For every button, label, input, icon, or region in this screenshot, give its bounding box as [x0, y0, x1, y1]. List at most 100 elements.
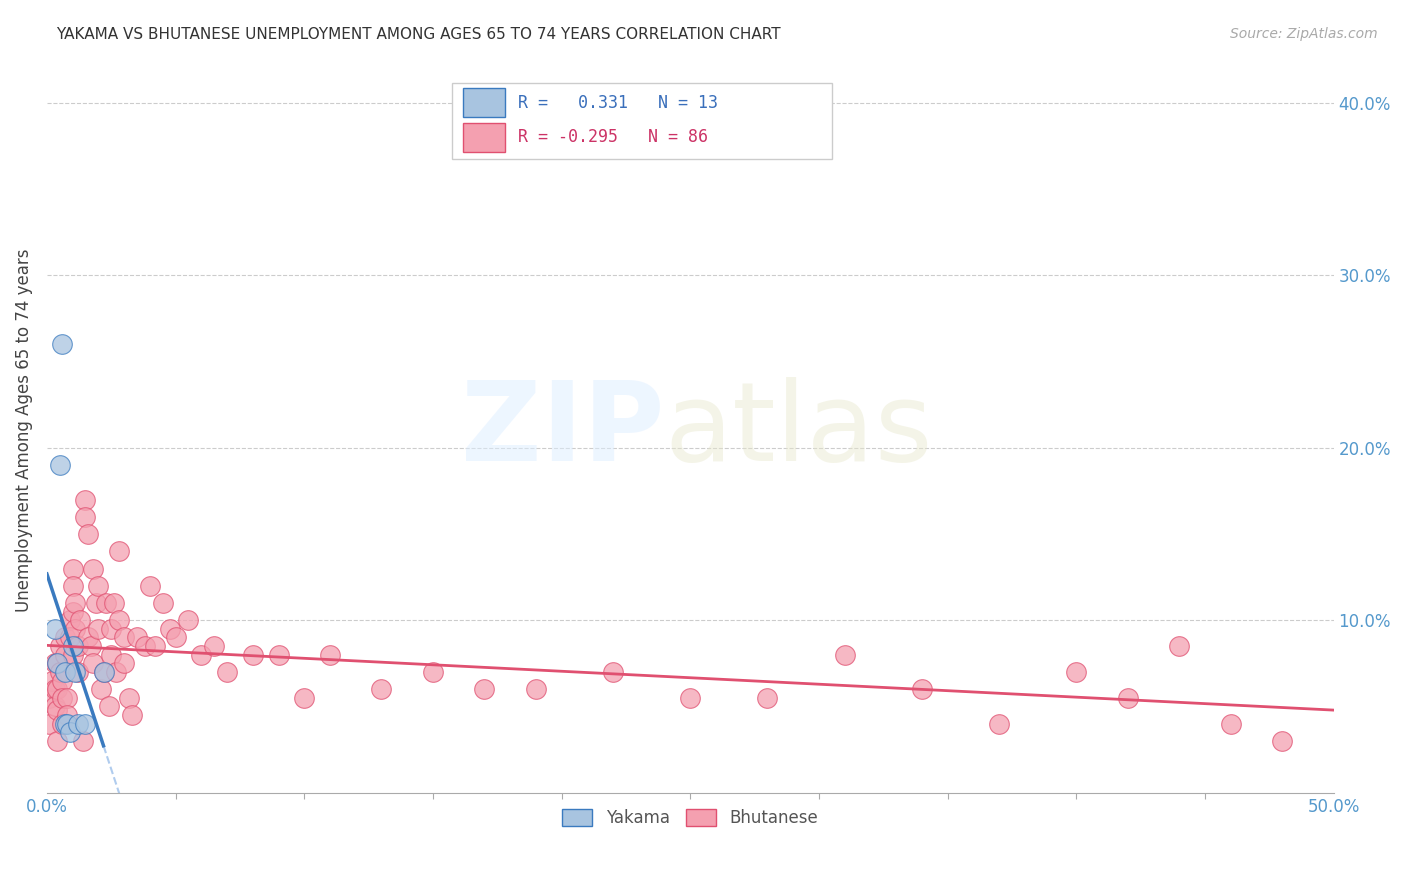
Point	[1116, 690, 1139, 705]
Point	[1271, 734, 1294, 748]
Point	[97, 699, 120, 714]
Point	[46, 682, 69, 697]
Point	[51, 673, 73, 688]
Point	[474, 682, 496, 697]
Point	[1219, 716, 1241, 731]
Point	[756, 690, 779, 705]
Text: Source: ZipAtlas.com: Source: ZipAtlas.com	[1230, 27, 1378, 41]
Point	[370, 682, 392, 697]
Point	[422, 665, 444, 679]
Point	[51, 337, 73, 351]
Point	[100, 648, 122, 662]
Point	[77, 631, 100, 645]
Point	[46, 734, 69, 748]
Point	[679, 690, 702, 705]
Point	[62, 579, 84, 593]
Point	[51, 690, 73, 705]
Point	[84, 596, 107, 610]
FancyBboxPatch shape	[463, 88, 505, 117]
Point	[125, 631, 148, 645]
Text: ZIP: ZIP	[461, 377, 665, 484]
Point	[79, 639, 101, 653]
Point	[165, 631, 187, 645]
Text: atlas: atlas	[665, 377, 934, 484]
FancyBboxPatch shape	[453, 83, 832, 159]
Point	[112, 657, 135, 671]
Point	[87, 579, 110, 593]
Point	[602, 665, 624, 679]
Point	[41, 673, 63, 688]
Point	[108, 544, 131, 558]
Point	[53, 648, 76, 662]
Point	[177, 613, 200, 627]
Point	[911, 682, 934, 697]
Point	[1168, 639, 1191, 653]
Point	[100, 622, 122, 636]
Point	[834, 648, 856, 662]
Point	[267, 648, 290, 662]
Point	[139, 579, 162, 593]
Point	[62, 561, 84, 575]
Point	[63, 622, 86, 636]
Point	[159, 622, 181, 636]
Point	[49, 665, 72, 679]
Point	[38, 690, 60, 705]
Point	[202, 639, 225, 653]
Point	[524, 682, 547, 697]
Text: R =   0.331   N = 13: R = 0.331 N = 13	[517, 94, 718, 112]
Point	[112, 631, 135, 645]
Point	[1064, 665, 1087, 679]
Point	[53, 716, 76, 731]
Point	[75, 492, 97, 507]
Point	[44, 657, 66, 671]
Point	[63, 665, 86, 679]
Point	[46, 657, 69, 671]
Point	[53, 631, 76, 645]
Point	[242, 648, 264, 662]
FancyBboxPatch shape	[463, 123, 505, 152]
Point	[93, 665, 115, 679]
Point	[63, 596, 86, 610]
Point	[66, 716, 89, 731]
Point	[51, 716, 73, 731]
Point	[87, 622, 110, 636]
Point	[49, 639, 72, 653]
Text: R = -0.295   N = 86: R = -0.295 N = 86	[517, 128, 707, 146]
Point	[93, 665, 115, 679]
Point	[49, 458, 72, 472]
Point	[90, 682, 112, 697]
Point	[134, 639, 156, 653]
Point	[46, 657, 69, 671]
Point	[103, 596, 125, 610]
Point	[215, 665, 238, 679]
Point	[152, 596, 174, 610]
Point	[292, 690, 315, 705]
Point	[82, 657, 104, 671]
Point	[105, 665, 128, 679]
Point	[44, 622, 66, 636]
Point	[75, 509, 97, 524]
Point	[62, 639, 84, 653]
Point	[82, 561, 104, 575]
Y-axis label: Unemployment Among Ages 65 to 74 years: Unemployment Among Ages 65 to 74 years	[15, 249, 32, 612]
Point	[56, 716, 79, 731]
Legend: Yakama, Bhutanese: Yakama, Bhutanese	[554, 800, 827, 835]
Point	[69, 613, 91, 627]
Point	[59, 631, 82, 645]
Point	[44, 682, 66, 697]
Point	[56, 690, 79, 705]
Point	[66, 665, 89, 679]
Point	[62, 605, 84, 619]
Point	[59, 613, 82, 627]
Point	[66, 639, 89, 653]
Point	[77, 527, 100, 541]
Point	[38, 716, 60, 731]
Point	[94, 596, 117, 610]
Point	[59, 725, 82, 739]
Point	[53, 665, 76, 679]
Point	[118, 690, 141, 705]
Point	[56, 708, 79, 723]
Point	[190, 648, 212, 662]
Point	[62, 648, 84, 662]
Point	[319, 648, 342, 662]
